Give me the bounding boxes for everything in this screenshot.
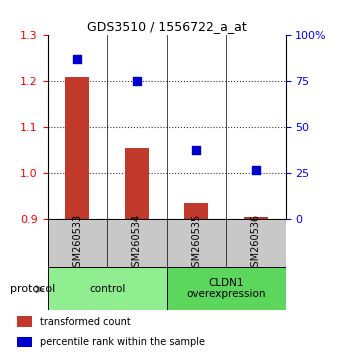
Bar <box>167 267 286 310</box>
Bar <box>48 267 167 310</box>
Point <box>74 57 80 62</box>
Text: GSM260533: GSM260533 <box>72 214 82 273</box>
Point <box>134 79 139 84</box>
Text: GSM260534: GSM260534 <box>132 214 142 273</box>
Bar <box>65 77 89 219</box>
Text: transformed count: transformed count <box>40 317 131 327</box>
Point <box>193 147 199 152</box>
Text: protocol: protocol <box>10 284 55 294</box>
Text: percentile rank within the sample: percentile rank within the sample <box>40 337 205 347</box>
Bar <box>17 337 32 347</box>
Bar <box>125 148 149 219</box>
Bar <box>184 203 208 219</box>
Text: GSM260536: GSM260536 <box>251 214 261 273</box>
Title: GDS3510 / 1556722_a_at: GDS3510 / 1556722_a_at <box>87 20 246 33</box>
Point <box>253 167 258 173</box>
Bar <box>17 316 32 327</box>
Text: GSM260535: GSM260535 <box>191 214 201 273</box>
Bar <box>244 217 268 219</box>
Text: CLDN1
overexpression: CLDN1 overexpression <box>186 278 266 299</box>
Text: control: control <box>89 284 125 293</box>
